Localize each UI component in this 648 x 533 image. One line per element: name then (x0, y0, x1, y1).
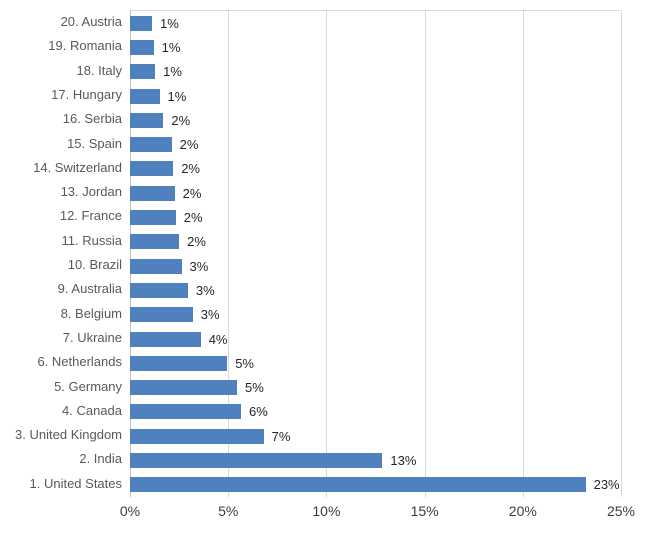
category-label: 13. Jordan (60, 184, 122, 200)
value-label: 3% (189, 258, 209, 274)
bar-row: 23% (130, 473, 621, 497)
bar-row: 1% (130, 84, 621, 108)
gridline (621, 11, 622, 497)
bar (130, 39, 154, 55)
value-label: 4% (208, 331, 228, 347)
x-tick-label: 5% (218, 503, 239, 519)
bar (130, 15, 152, 31)
category-label: 1. United States (29, 475, 123, 491)
category-axis: 20. Austria 19. Romania 18. Italy 17. Hunga… (0, 10, 122, 496)
bar (130, 404, 241, 420)
value-label: 2% (171, 112, 191, 128)
bar-row: 2% (130, 230, 621, 254)
value-label: 2% (187, 234, 206, 250)
value-label: 2% (183, 210, 203, 226)
category-label: 4. Canada (62, 402, 122, 418)
value-label: 23% (593, 477, 620, 493)
category-label: 18. Italy (76, 62, 122, 78)
category-label: 11. Russia (61, 232, 122, 248)
category-label: 7. Ukraine (62, 329, 122, 345)
category-label: 3. United Kingdom (15, 427, 122, 443)
category-label: 14. Switzerland (33, 159, 122, 175)
bar-row: 4% (130, 327, 621, 351)
value-label: 1% (163, 64, 182, 80)
bar (130, 161, 174, 177)
value-label: 1% (161, 39, 181, 55)
category-label: 19. Romania (48, 38, 122, 54)
bar (130, 137, 172, 153)
gridline (228, 11, 230, 497)
value-label: 13% (390, 453, 417, 469)
x-tick-label: 20% (508, 503, 537, 519)
bar (130, 453, 383, 469)
gridline (326, 11, 328, 497)
bar (130, 64, 156, 80)
bar-row: 2% (130, 108, 621, 132)
bar (130, 210, 176, 226)
x-tick-label: 25% (606, 503, 636, 519)
gridline (424, 11, 426, 497)
value-label: 3% (195, 282, 215, 298)
value-label: 3% (200, 307, 220, 323)
bar-row: 13% (130, 448, 621, 472)
bar-row: 1% (130, 35, 621, 59)
value-label: 2% (181, 161, 200, 177)
bar (130, 88, 160, 104)
bar-row: 2% (130, 205, 621, 229)
bar (130, 380, 237, 396)
bar-row: 2% (130, 133, 621, 157)
value-label: 5% (245, 380, 264, 396)
x-tick-label: 15% (410, 503, 439, 519)
x-tick-label: 0% (119, 503, 141, 519)
bar-row: 2% (130, 181, 621, 205)
bar (130, 355, 228, 371)
value-label: 6% (249, 404, 268, 420)
bar-row: 6% (130, 400, 621, 424)
gridline (522, 11, 524, 497)
bar-row: 1% (130, 11, 621, 35)
bar-row: 5% (130, 376, 621, 400)
bar (130, 477, 586, 493)
x-tick-label: 10% (312, 503, 341, 519)
bar-row: 3% (130, 278, 621, 302)
category-label: 2. India (79, 451, 122, 467)
category-label: 10. Brazil (67, 257, 122, 272)
category-label: 17. Hungary (51, 86, 122, 102)
value-label: 7% (271, 428, 291, 444)
bar-row: 7% (130, 424, 621, 448)
category-label: 8. Belgium (60, 305, 122, 321)
value-label: 1% (167, 88, 187, 104)
category-label: 20. Austria (60, 14, 122, 29)
bar-row: 5% (130, 351, 621, 375)
category-label: 12. France (59, 208, 122, 224)
bar-row: 3% (130, 254, 621, 278)
bar (130, 307, 193, 323)
bar (130, 331, 201, 347)
bar (130, 112, 164, 128)
plot-area: 1% 1% 1% 1% 2% 2% 2% 2% 2% 2% 3% 3% 3% 4% 5% 5% 6% 7% 13% 2… (130, 10, 622, 497)
value-label: 2% (179, 137, 199, 153)
value-label: 5% (235, 355, 254, 371)
category-label: 6. Netherlands (37, 354, 122, 370)
value-label: 1% (160, 15, 179, 31)
category-label: 16. Serbia (62, 111, 122, 127)
category-label: 5. Germany (54, 378, 122, 394)
bar-row: 3% (130, 303, 621, 327)
y-axis-line (130, 11, 131, 497)
category-label: 15. Spain (67, 135, 122, 151)
bar (130, 428, 264, 444)
bar-row: 1% (130, 60, 621, 84)
bar (130, 185, 175, 201)
bar (130, 282, 188, 298)
bar (130, 258, 182, 274)
category-label: 9. Australia (57, 281, 122, 297)
bar-row: 2% (130, 157, 621, 181)
bar (130, 234, 180, 250)
value-label: 2% (182, 185, 202, 201)
x-axis: 0% 5% 10% 15% 20% 25% (0, 503, 648, 525)
